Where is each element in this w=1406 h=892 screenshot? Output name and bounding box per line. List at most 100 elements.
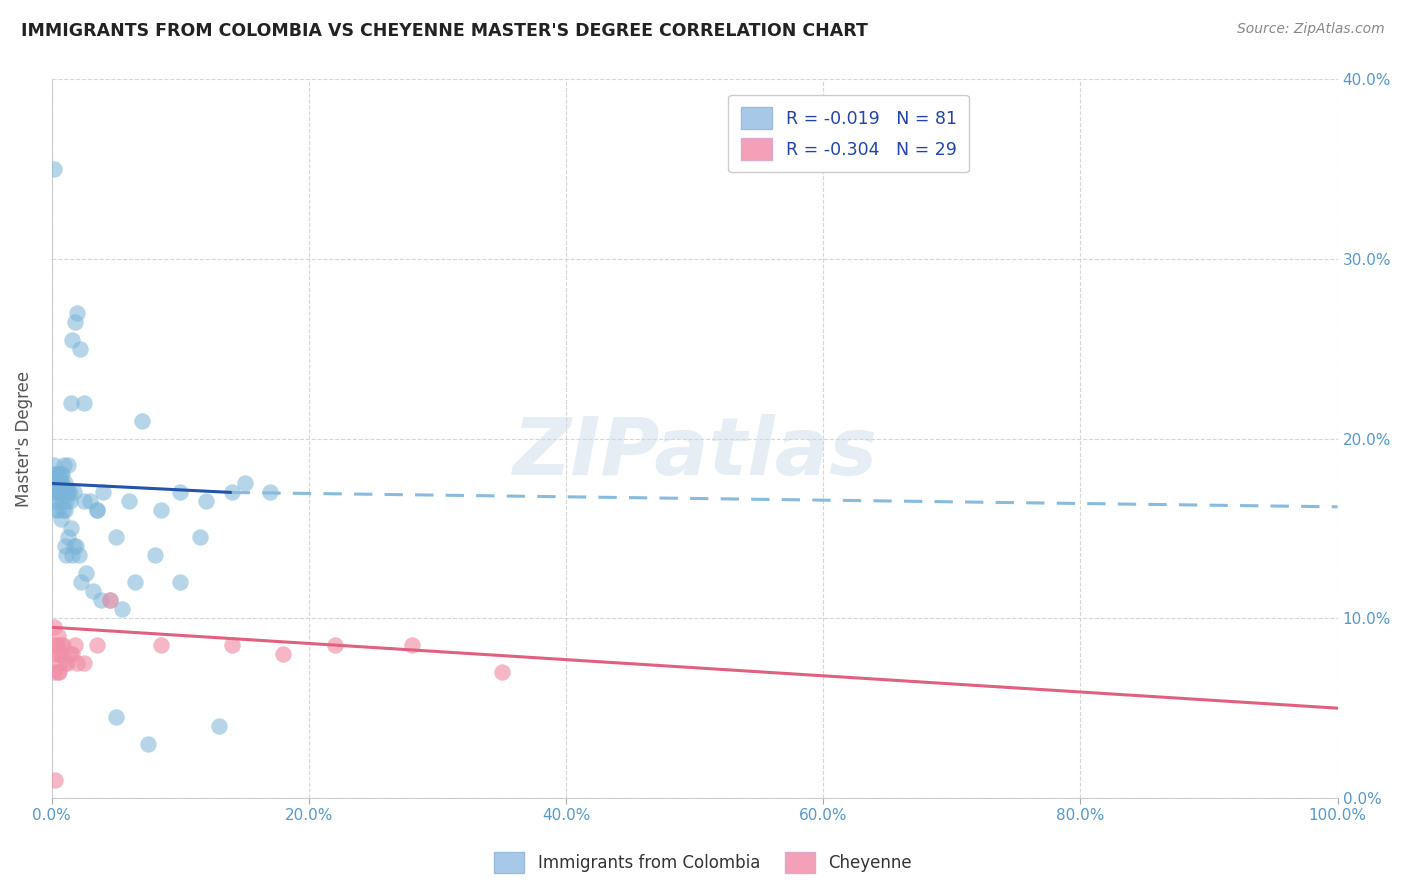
Point <box>44 161 66 176</box>
Point <box>51 647 73 661</box>
Point <box>150 638 173 652</box>
Point <box>51 467 73 482</box>
Point <box>52 485 75 500</box>
Point <box>44 773 66 788</box>
Point <box>52 503 75 517</box>
Point <box>55 549 77 563</box>
Point <box>69 342 91 356</box>
Point <box>67 549 90 563</box>
Text: IMMIGRANTS FROM COLOMBIA VS CHEYENNE MASTER'S DEGREE CORRELATION CHART: IMMIGRANTS FROM COLOMBIA VS CHEYENNE MAS… <box>21 22 868 40</box>
Point <box>56 485 79 500</box>
Point <box>53 485 76 500</box>
Point <box>52 638 75 652</box>
Point <box>52 458 75 473</box>
Point <box>51 476 73 491</box>
Point <box>63 315 86 329</box>
Point <box>46 476 69 491</box>
Point <box>73 395 96 409</box>
Point <box>46 476 69 491</box>
Point <box>66 306 89 320</box>
Point <box>105 530 128 544</box>
Point <box>323 638 346 652</box>
Point <box>49 494 72 508</box>
Point <box>150 503 173 517</box>
Point <box>208 719 231 733</box>
Point <box>91 485 114 500</box>
Point <box>76 566 98 581</box>
Point <box>48 467 70 482</box>
Point <box>45 503 67 517</box>
Point <box>49 476 72 491</box>
Point <box>233 476 256 491</box>
Point <box>111 602 134 616</box>
Point <box>86 638 108 652</box>
Point <box>169 575 191 590</box>
Point <box>44 458 66 473</box>
Point <box>48 476 70 491</box>
Point <box>56 657 79 671</box>
Point <box>401 638 423 652</box>
Point <box>48 485 70 500</box>
Point <box>221 638 243 652</box>
Point <box>45 647 67 661</box>
Point <box>118 494 141 508</box>
Point <box>44 620 66 634</box>
Point <box>46 629 69 643</box>
Point <box>136 737 159 751</box>
Point <box>65 540 87 554</box>
Point <box>45 467 67 482</box>
Text: ZIPatlas: ZIPatlas <box>512 414 877 491</box>
Point <box>70 575 93 590</box>
Point <box>52 494 75 508</box>
Point <box>86 503 108 517</box>
Point <box>98 593 121 607</box>
Point <box>53 657 76 671</box>
Point <box>82 584 104 599</box>
Point <box>51 485 73 500</box>
Point <box>73 494 96 508</box>
Point <box>49 638 72 652</box>
Point <box>56 485 79 500</box>
Point <box>59 494 82 508</box>
Point <box>53 476 76 491</box>
Point <box>259 485 281 500</box>
Point <box>49 657 72 671</box>
Point <box>63 638 86 652</box>
Point <box>48 665 70 680</box>
Point <box>60 521 83 535</box>
Point <box>66 657 89 671</box>
Point <box>105 710 128 724</box>
Point <box>45 476 67 491</box>
Point <box>124 575 146 590</box>
Y-axis label: Master's Degree: Master's Degree <box>15 370 32 507</box>
Point <box>60 549 83 563</box>
Point <box>51 467 73 482</box>
Point <box>221 485 243 500</box>
Point <box>188 530 211 544</box>
Point <box>45 638 67 652</box>
Point <box>45 494 67 508</box>
Point <box>49 512 72 526</box>
Point <box>53 540 76 554</box>
Point <box>60 333 83 347</box>
Point <box>62 540 84 554</box>
Point <box>45 485 67 500</box>
Point <box>53 503 76 517</box>
Point <box>44 485 66 500</box>
Point <box>491 665 513 680</box>
Legend: Immigrants from Colombia, Cheyenne: Immigrants from Colombia, Cheyenne <box>488 846 918 880</box>
Point <box>45 467 67 482</box>
Point <box>73 657 96 671</box>
Point <box>42 476 65 491</box>
Point <box>131 413 153 427</box>
Point <box>98 593 121 607</box>
Legend: R = -0.019   N = 81, R = -0.304   N = 29: R = -0.019 N = 81, R = -0.304 N = 29 <box>728 95 969 172</box>
Point <box>60 647 83 661</box>
Point <box>46 503 69 517</box>
Point <box>63 485 86 500</box>
Point <box>48 485 70 500</box>
Point <box>90 593 112 607</box>
Point <box>55 494 77 508</box>
Point <box>59 485 82 500</box>
Point <box>59 647 82 661</box>
